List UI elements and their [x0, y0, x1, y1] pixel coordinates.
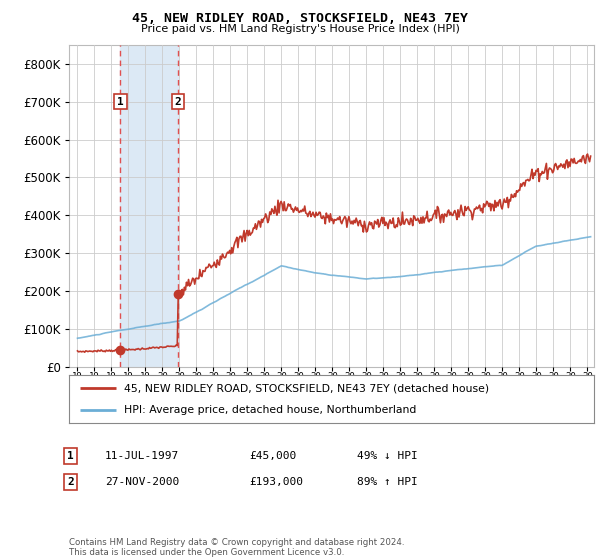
Text: £193,000: £193,000 [249, 477, 303, 487]
Text: 2: 2 [175, 97, 181, 106]
Text: 45, NEW RIDLEY ROAD, STOCKSFIELD, NE43 7EY: 45, NEW RIDLEY ROAD, STOCKSFIELD, NE43 7… [132, 12, 468, 25]
Bar [121, 45, 178, 367]
Text: Contains HM Land Registry data © Crown copyright and database right 2024.
This d: Contains HM Land Registry data © Crown c… [69, 538, 404, 557]
Text: £45,000: £45,000 [249, 451, 296, 461]
Text: 1: 1 [117, 97, 124, 106]
Text: HPI: Average price, detached house, Northumberland: HPI: Average price, detached house, Nort… [124, 405, 416, 415]
Text: 2: 2 [67, 477, 74, 487]
Text: 89% ↑ HPI: 89% ↑ HPI [357, 477, 418, 487]
Text: 27-NOV-2000: 27-NOV-2000 [105, 477, 179, 487]
Text: 1: 1 [67, 451, 74, 461]
Text: Price paid vs. HM Land Registry's House Price Index (HPI): Price paid vs. HM Land Registry's House … [140, 24, 460, 34]
Text: 49% ↓ HPI: 49% ↓ HPI [357, 451, 418, 461]
Text: 11-JUL-1997: 11-JUL-1997 [105, 451, 179, 461]
Text: 45, NEW RIDLEY ROAD, STOCKSFIELD, NE43 7EY (detached house): 45, NEW RIDLEY ROAD, STOCKSFIELD, NE43 7… [124, 383, 489, 393]
